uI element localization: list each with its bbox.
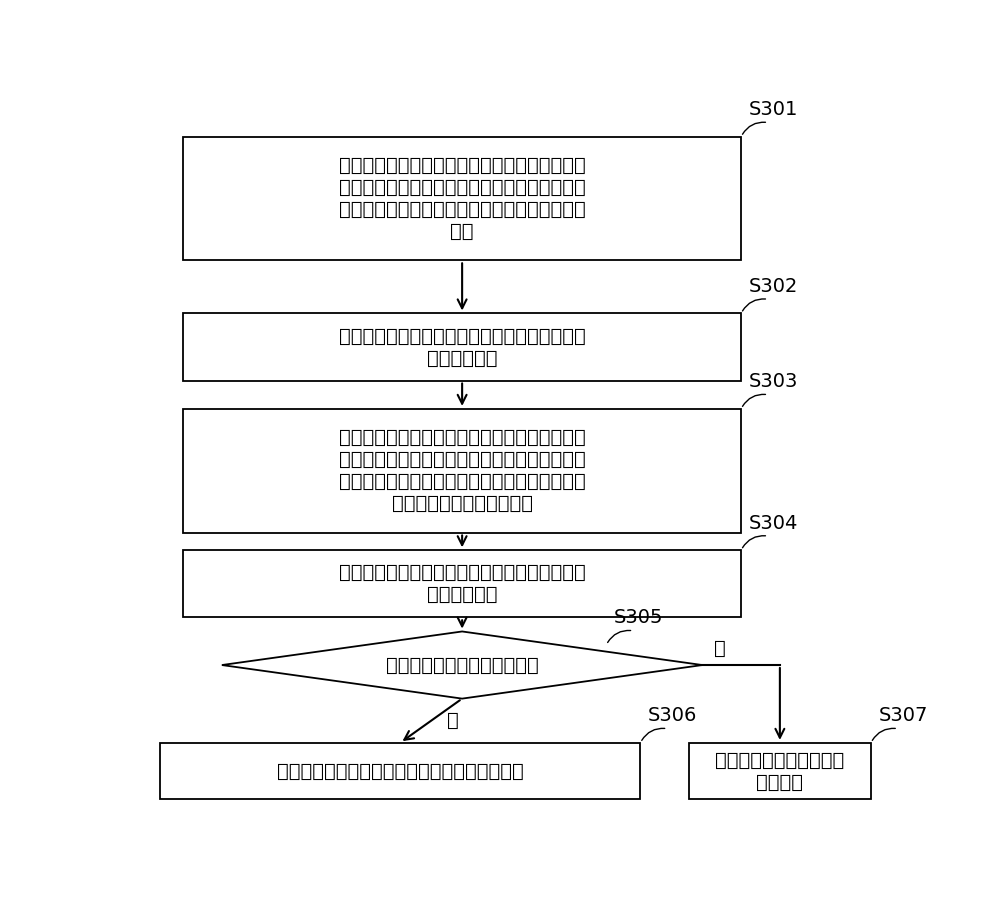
Text: 将处理后的数据发送给下一级处理节点进行处理: 将处理后的数据发送给下一级处理节点进行处理 — [277, 762, 524, 780]
Text: S303: S303 — [749, 372, 798, 391]
Text: 是: 是 — [447, 711, 458, 730]
Text: S305: S305 — [614, 609, 664, 627]
Text: 判断是否存在下一级处理节点: 判断是否存在下一级处理节点 — [386, 655, 538, 675]
Polygon shape — [222, 632, 702, 699]
Text: S306: S306 — [648, 706, 698, 725]
Text: S302: S302 — [749, 276, 798, 296]
FancyBboxPatch shape — [183, 409, 741, 532]
Text: 当前处理节点接收至少一个上一级处理节点输出
的每个数据流: 当前处理节点接收至少一个上一级处理节点输出 的每个数据流 — [339, 327, 586, 367]
Text: S301: S301 — [749, 100, 798, 119]
Text: 根据该数据处理任务对应的处理逻辑，对提取的
数据进行处理: 根据该数据处理任务对应的处理逻辑，对提取的 数据进行处理 — [339, 564, 586, 604]
Text: 将处理后的数据作为处理
结果输出: 将处理后的数据作为处理 结果输出 — [715, 751, 844, 791]
FancyBboxPatch shape — [160, 743, 640, 800]
Text: 否: 否 — [714, 639, 726, 658]
Text: S304: S304 — [749, 513, 798, 532]
FancyBboxPatch shape — [183, 137, 741, 261]
Text: S307: S307 — [879, 706, 928, 725]
FancyBboxPatch shape — [183, 550, 741, 617]
Text: 针对获取的每个数据处理任务，根据该数据处理
任务对应的输入条件，在接收到的该至少一个上
一级处理节点输出的每个数据流包含的数据中，
提取符合该输入条件的数据: 针对获取的每个数据处理任务，根据该数据处理 任务对应的输入条件，在接收到的该至少… — [339, 428, 586, 513]
Text: 当前处理节点在协调服务器中获取为该当前处理
节点配置的每个数据处理任务，其中，数据处理
任务包括该数据处理任务对应的输入条件和处理
逻辑: 当前处理节点在协调服务器中获取为该当前处理 节点配置的每个数据处理任务，其中，数… — [339, 156, 586, 241]
FancyBboxPatch shape — [689, 743, 871, 800]
FancyBboxPatch shape — [183, 313, 741, 381]
